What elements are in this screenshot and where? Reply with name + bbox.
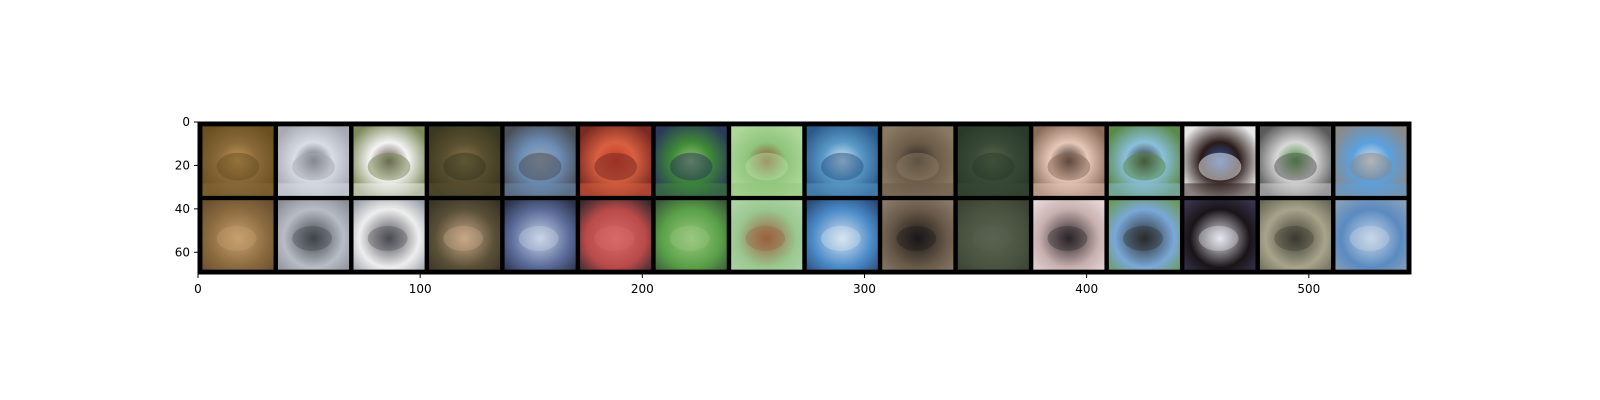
reconstruction-tile-truck (1335, 200, 1407, 270)
x-tick-label: 100 (409, 282, 432, 296)
y-tick: 0 (182, 115, 198, 129)
reconstruction-tile-cat (882, 200, 954, 270)
y-tick: 40 (175, 202, 198, 216)
original-tile-truck (1335, 126, 1407, 196)
x-tick: 300 (853, 274, 876, 296)
x-tick-label: 400 (1075, 282, 1098, 296)
reconstruction-tile-deer (429, 200, 501, 270)
reconstruction-tile-truck (277, 200, 350, 270)
original-tile-frog (202, 126, 274, 196)
x-tick-label: 200 (631, 282, 654, 296)
original-tile-bird (655, 126, 727, 196)
original-tile-deer (429, 126, 501, 196)
original-tile-car (580, 126, 652, 196)
x-tick: 0 (194, 274, 202, 296)
reconstruction-tile-horse (1108, 200, 1180, 270)
original-tile-bird (1184, 126, 1256, 196)
x-tick-label: 500 (1297, 282, 1320, 296)
y-tick-label: 40 (175, 202, 190, 216)
x-tick-label: 300 (853, 282, 876, 296)
original-tile-truck (353, 126, 425, 196)
reconstruction-tile-car (580, 200, 652, 270)
image-tiles (202, 126, 1407, 270)
y-tick-label: 20 (175, 158, 190, 172)
x-tick: 200 (631, 274, 654, 296)
original-tile-deer (957, 126, 1029, 196)
x-tick: 100 (409, 274, 432, 296)
x-tick: 400 (1075, 274, 1098, 296)
original-tile-ship (806, 126, 878, 196)
y-tick: 20 (175, 158, 198, 172)
original-tile-truck (1259, 126, 1332, 196)
original-tile-car (504, 126, 576, 196)
x-tick-label: 0 (194, 282, 202, 296)
y-tick-label: 0 (182, 115, 190, 129)
reconstruction-tile-truck (1259, 200, 1332, 270)
reconstruction-tile-bird (1184, 200, 1256, 270)
y-tick: 60 (175, 245, 198, 259)
x-axis: 0 100 200 300 400 500 (194, 274, 1320, 296)
reconstruction-tile-frog (202, 200, 274, 270)
original-tile-truck (277, 126, 350, 196)
y-tick-label: 60 (175, 245, 190, 259)
original-tile-horse (1033, 126, 1105, 196)
y-axis: 0 20 40 60 (175, 115, 198, 259)
reconstruction-tile-horse (1033, 200, 1105, 270)
reconstruction-tile-horse (731, 200, 803, 270)
reconstruction-tile-car (504, 200, 576, 270)
original-tile-cat (882, 126, 954, 196)
reconstruction-tile-deer (957, 200, 1029, 270)
x-tick: 500 (1297, 274, 1320, 296)
original-tile-horse (1108, 126, 1180, 196)
reconstruction-tile-bird (655, 200, 727, 270)
original-tile-horse (731, 126, 803, 196)
axes-spines (197, 121, 1412, 275)
reconstruction-tile-truck (353, 200, 425, 270)
reconstruction-tile-ship (806, 200, 878, 270)
